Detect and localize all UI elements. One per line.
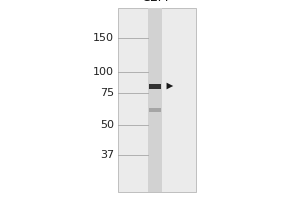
Text: CEM: CEM xyxy=(141,0,169,4)
Text: 37: 37 xyxy=(100,150,114,160)
Text: 100: 100 xyxy=(93,67,114,77)
Bar xyxy=(149,84,161,89)
Text: 150: 150 xyxy=(93,33,114,43)
Text: 75: 75 xyxy=(100,88,114,98)
Bar xyxy=(118,8,196,192)
Bar xyxy=(149,108,161,112)
Bar xyxy=(148,8,162,192)
Text: 50: 50 xyxy=(100,120,114,130)
